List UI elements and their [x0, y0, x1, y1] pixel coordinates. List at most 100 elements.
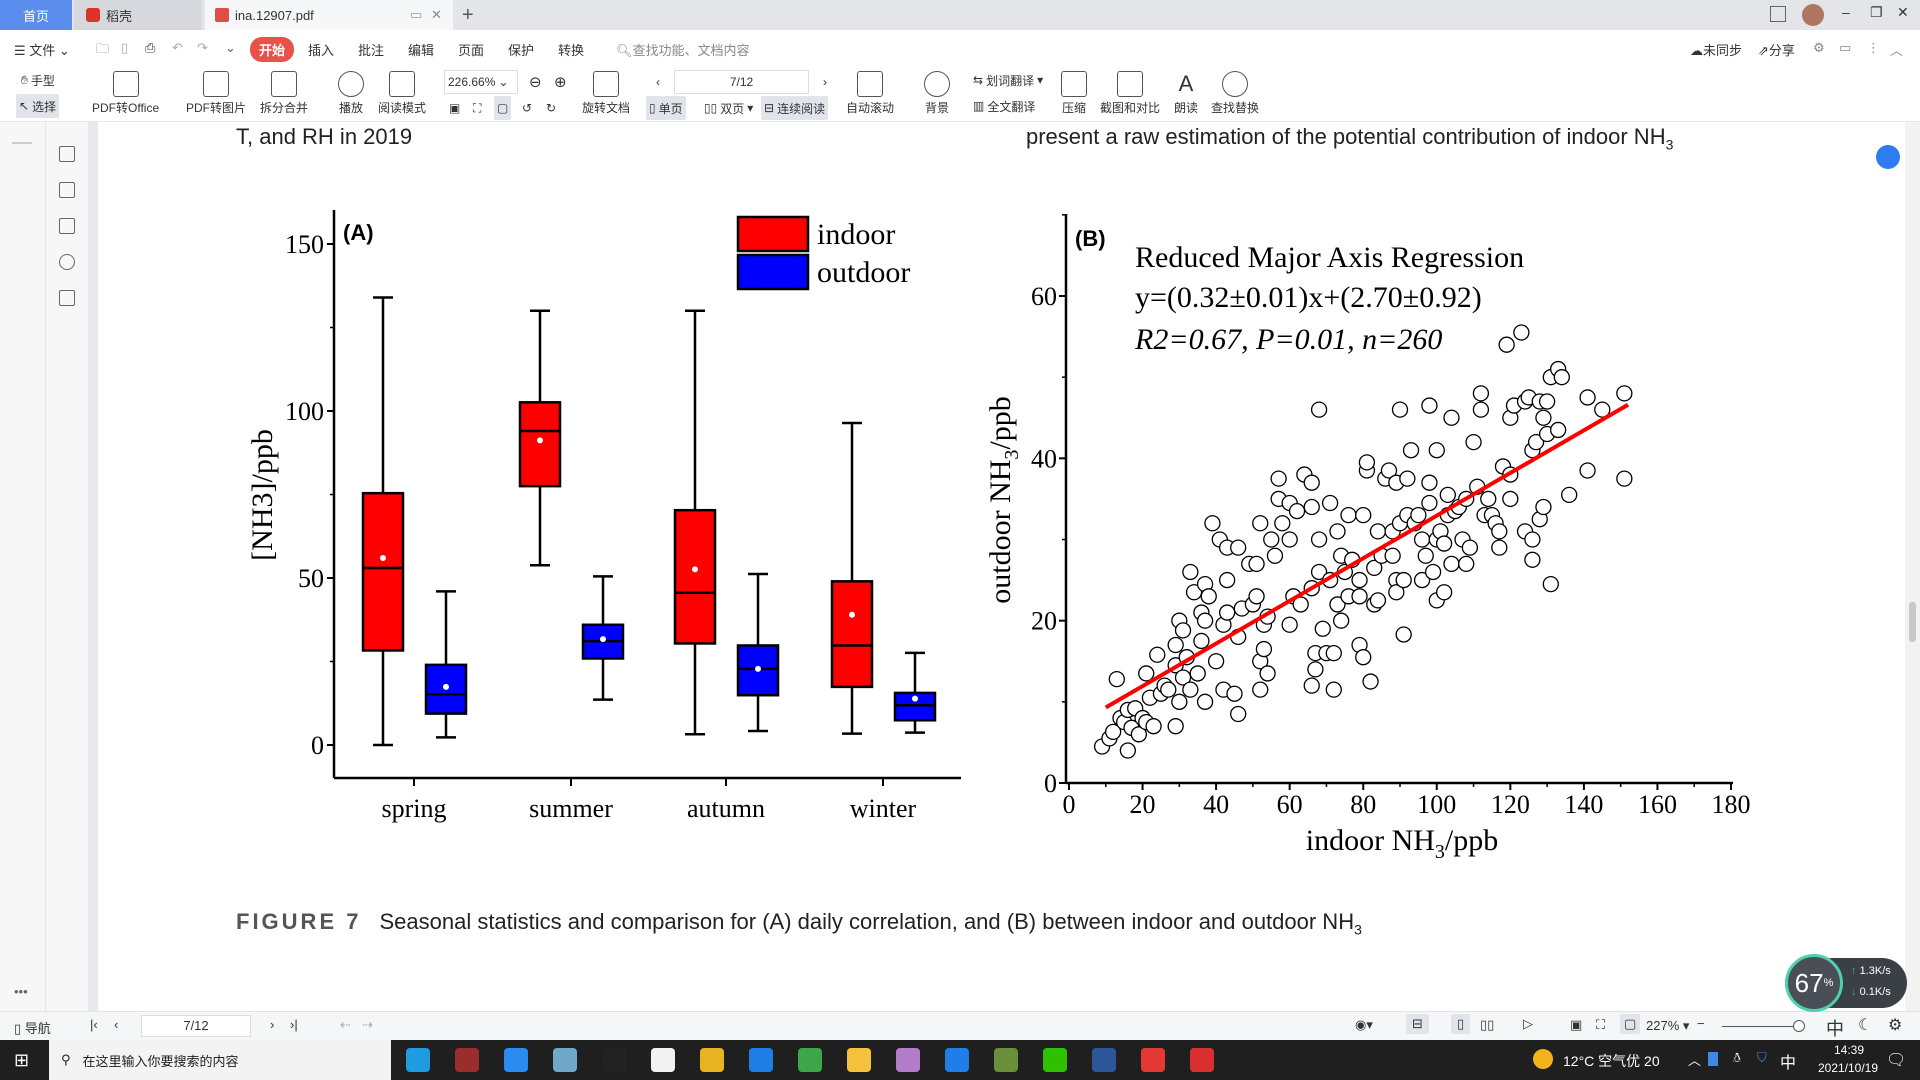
double-page-button[interactable]: ▯▯ 双页 ▾ — [704, 101, 754, 116]
taskbar-app-app-plant-icon[interactable] — [994, 1048, 1018, 1072]
menu-annotate[interactable]: 批注 — [358, 43, 385, 58]
nav-panel-button[interactable]: ▯ 导航 — [14, 1021, 51, 1036]
screenshot-compare-button[interactable]: 截图和对比 — [1100, 71, 1160, 116]
word-translate-button[interactable]: ⇆ 划词翻译 ▾ — [973, 73, 1044, 88]
zoom-in-icon[interactable]: ⊕ — [554, 74, 567, 91]
comment-icon[interactable]: ▭ — [1839, 40, 1852, 55]
minimize-icon[interactable]: – — [1842, 4, 1850, 20]
taskbar-app-file-explorer-icon[interactable] — [847, 1048, 871, 1072]
network-widget[interactable]: 67% ↑ 1.3K/s ↓ 0.1K/s — [1785, 954, 1907, 1012]
taskbar-app-app-red-icon[interactable] — [1141, 1048, 1165, 1072]
last-page-icon[interactable]: ›| — [290, 1017, 298, 1032]
tab-home[interactable]: 首页 — [0, 0, 72, 30]
window-count-icon[interactable] — [1770, 6, 1786, 22]
read-aloud-button[interactable]: A 朗读 — [1173, 71, 1199, 116]
share-button[interactable]: ⇗分享 — [1758, 40, 1795, 59]
fit-page-status-icon[interactable]: ⛶ — [1596, 1017, 1606, 1032]
clock-time[interactable]: 14:39 — [1833, 1043, 1865, 1057]
menu-edit[interactable]: 编辑 — [408, 43, 435, 58]
floating-tool-icon[interactable] — [1876, 145, 1900, 169]
ime-status[interactable]: 中 — [1826, 1019, 1844, 1039]
fit-width-icon[interactable]: ▢ — [494, 96, 512, 120]
night-mode-icon[interactable]: ☾ — [1858, 1017, 1873, 1034]
taskbar-app-store-icon[interactable] — [651, 1048, 675, 1072]
status-page-input[interactable]: 7/12 — [141, 1015, 251, 1037]
zoom-out-icon[interactable]: ⊖ — [529, 74, 542, 91]
pdf-to-office-button[interactable]: PDF转Office — [92, 71, 159, 116]
tab-docer[interactable]: 稻壳 — [74, 0, 202, 30]
continuous-mode-icon[interactable]: ⊟ — [1406, 1014, 1429, 1034]
zoom-slider[interactable] — [1722, 1026, 1800, 1027]
rotate-right-icon[interactable]: ↻ — [546, 101, 557, 115]
more-chevron-icon[interactable]: ⌄ — [225, 40, 236, 55]
status-next-page-icon[interactable]: › — [270, 1017, 275, 1032]
file-menu[interactable]: ☰ 文件 ⌄ — [14, 43, 70, 58]
rotate-left-icon[interactable]: ↺ — [522, 101, 533, 115]
redo-icon[interactable]: ↷ — [197, 40, 208, 55]
bookmark-icon[interactable] — [59, 146, 75, 162]
comment-panel-icon[interactable] — [59, 218, 75, 234]
avatar[interactable] — [1802, 4, 1824, 26]
undo-icon[interactable]: ↶ — [172, 40, 183, 55]
taskbar-app-ve-icon[interactable] — [749, 1048, 773, 1072]
read-mode-button[interactable]: 阅读模式 — [378, 71, 426, 116]
single-mode-icon[interactable]: ▯ — [1451, 1014, 1471, 1034]
status-settings-icon[interactable]: ⚙ — [1888, 1017, 1903, 1034]
status-prev-page-icon[interactable]: ‹ — [114, 1017, 119, 1032]
taskbar-app-notepad-icon[interactable] — [553, 1048, 577, 1072]
menu-start[interactable]: 开始 — [250, 37, 295, 62]
next-page-icon[interactable]: › — [823, 75, 827, 89]
taskbar-app-wechat-icon[interactable] — [1043, 1048, 1067, 1072]
zoom-select[interactable]: 226.66% ⌄ — [444, 70, 518, 94]
compress-button[interactable]: 压缩 — [1061, 71, 1087, 116]
taskbar-app-qq-icon[interactable] — [602, 1048, 626, 1072]
signature-icon[interactable] — [59, 290, 75, 306]
split-merge-button[interactable]: 拆分合并 — [260, 71, 308, 116]
close-window-icon[interactable]: ✕ — [1897, 4, 1909, 20]
tab-pdf-file[interactable]: ina.12907.pdf ▭ ✕ — [205, 0, 453, 30]
find-replace-button[interactable]: 查找替换 — [1211, 71, 1259, 116]
qq-tray-icon[interactable]: 🐧︎ — [1733, 1050, 1742, 1065]
taskbar-app-word-icon[interactable] — [1092, 1048, 1116, 1072]
taskbar-app-sci-hub-icon[interactable] — [455, 1048, 479, 1072]
menu-insert[interactable]: 插入 — [308, 43, 335, 58]
pin-icon[interactable]: ▭ — [410, 7, 423, 22]
weather-text[interactable]: 12°C 空气优 20 — [1563, 1053, 1660, 1069]
single-page-button[interactable]: ▯ 单页 — [646, 96, 686, 120]
double-mode-icon[interactable]: ▯▯ — [1480, 1017, 1495, 1032]
close-tab-icon[interactable]: ✕ — [431, 7, 442, 22]
full-translate-button[interactable]: ▥ 全文翻译 — [970, 94, 1038, 118]
vertical-scrollbar[interactable] — [1905, 122, 1920, 1011]
play-mode-icon[interactable]: ▷ — [1523, 1016, 1533, 1031]
taskbar-search[interactable]: ⚲ 在这里输入你要搜索的内容 — [49, 1040, 391, 1080]
scrollbar-thumb[interactable] — [1909, 602, 1916, 642]
taskbar-app-browser-q-icon[interactable] — [504, 1048, 528, 1072]
search-function[interactable]: 🔍︎查找功能、文档内容 — [616, 40, 750, 59]
tray-expand-icon[interactable]: ︿ — [1688, 1053, 1702, 1068]
prev-page-icon[interactable]: ‹ — [656, 75, 660, 89]
thumbnail-icon[interactable] — [59, 182, 75, 198]
more-dots-icon[interactable]: ••• — [14, 984, 28, 999]
usb-icon[interactable] — [1708, 1052, 1718, 1066]
menu-convert[interactable]: 转换 — [558, 43, 585, 58]
taskbar-app-wps-pdf-icon[interactable] — [1190, 1048, 1214, 1072]
auto-scroll-button[interactable]: 自动滚动 — [846, 71, 894, 116]
save-icon[interactable]: ▯ — [121, 40, 129, 55]
weather-sun-icon[interactable] — [1533, 1049, 1553, 1069]
pdf-to-image-button[interactable]: PDF转图片 — [186, 71, 246, 116]
attachment-icon[interactable] — [59, 254, 75, 270]
taskbar-app-app-blue-icon[interactable] — [945, 1048, 969, 1072]
fit-page-icon[interactable]: ⛶ — [473, 100, 482, 115]
fit-width-status-icon[interactable]: ▢ — [1620, 1014, 1641, 1034]
play-button[interactable]: 播放 — [338, 71, 364, 116]
background-button[interactable]: 背景 — [924, 71, 950, 116]
collapse-icon[interactable]: ︿ — [1890, 43, 1904, 58]
taskbar-app-app-purple-icon[interactable] — [896, 1048, 920, 1072]
actual-size-icon[interactable]: ▣ — [449, 101, 461, 115]
taskbar-app-edge-icon[interactable] — [406, 1048, 430, 1072]
security-shield-icon[interactable]: ⛉ — [1757, 1050, 1767, 1065]
hand-tool[interactable]: ✋︎ 手型 — [18, 68, 58, 92]
page-number-input[interactable]: 7/12 — [674, 70, 809, 94]
back-icon[interactable]: ⇠ — [340, 1017, 351, 1032]
status-zoom-out[interactable]: − — [1697, 1016, 1705, 1031]
